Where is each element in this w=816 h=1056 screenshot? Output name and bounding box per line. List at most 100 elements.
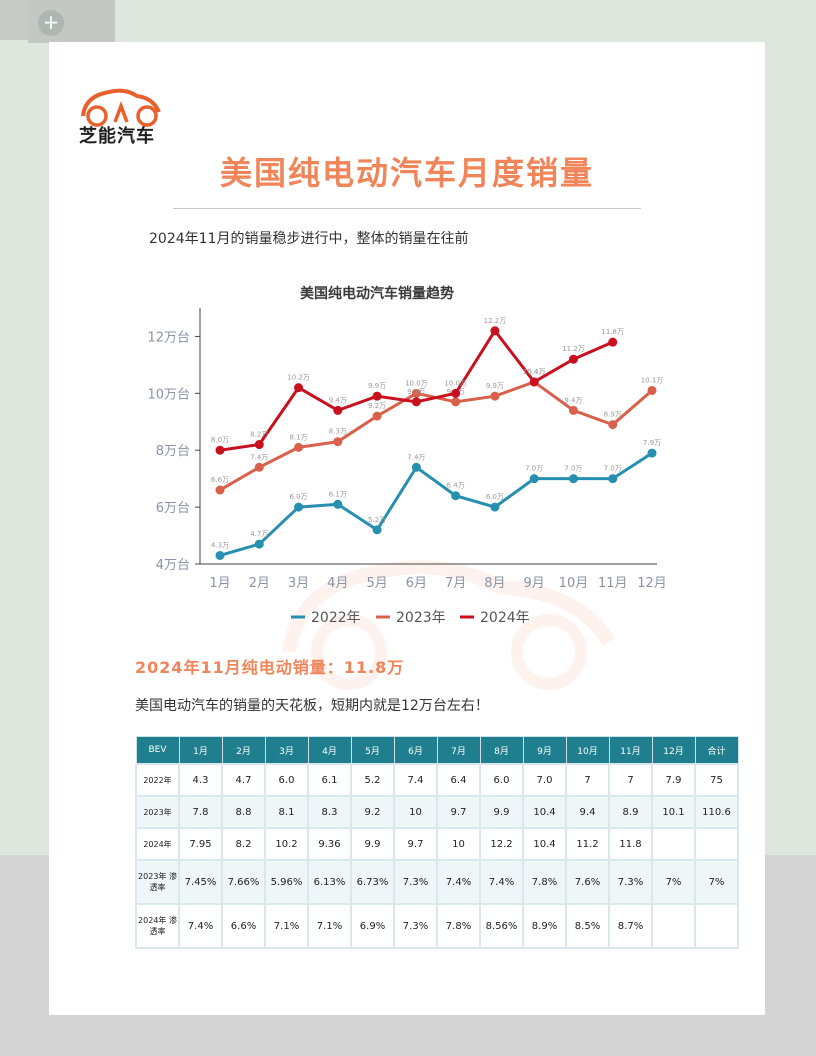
table-cell: 7.95 bbox=[178, 827, 223, 861]
data-label: 8.0万 bbox=[211, 436, 229, 444]
data-point bbox=[411, 397, 421, 407]
x-tick-label: 1月 bbox=[209, 576, 230, 591]
table-header-cell: 5月 bbox=[350, 736, 395, 765]
x-tick-label: 2月 bbox=[249, 576, 270, 591]
table-cell: 7.4% bbox=[436, 859, 481, 905]
data-label: 6.1万 bbox=[329, 490, 347, 498]
x-tick-label: 8月 bbox=[484, 576, 505, 591]
data-point bbox=[451, 388, 461, 398]
table-header-cell: 合计 bbox=[694, 736, 739, 765]
table-header-row: BEV 1月 2月 3月 4月 5月 6月 7月 8月 9月 10月 11月 12月 合计 bbox=[135, 736, 739, 765]
thumbnail-panel[interactable] bbox=[0, 0, 28, 40]
table-row: 2024年 渗透率 7.4% 6.6% 7.1% 7.1% 6.9% 7.3% 7.8% 8.5… bbox=[135, 903, 739, 949]
data-point bbox=[647, 385, 657, 395]
data-point bbox=[294, 383, 304, 393]
table-cell: 9.36 bbox=[307, 827, 352, 861]
sales-table: BEV 1月 2月 3月 4月 5月 6月 7月 8月 9月 10月 11月 12月 合计 2022年 4.… bbox=[135, 736, 739, 949]
data-point bbox=[490, 391, 500, 401]
data-label: 10.0万 bbox=[405, 379, 428, 387]
table-cell: 8.3 bbox=[307, 795, 352, 829]
y-tick-label: 10万台 bbox=[147, 387, 190, 402]
data-label: 8.3万 bbox=[329, 428, 347, 436]
table-cell: 7.4 bbox=[393, 763, 438, 797]
table-cell: 9.7 bbox=[436, 795, 481, 829]
data-label: 5.2万 bbox=[368, 516, 386, 524]
table-cell: 7.3% bbox=[393, 859, 438, 905]
table-cell: 7.3% bbox=[608, 859, 653, 905]
table-header-cell: 6月 bbox=[393, 736, 438, 765]
table-cell: 8.8 bbox=[221, 795, 266, 829]
y-tick-label: 12万台 bbox=[147, 330, 190, 345]
table-cell: 7.4% bbox=[178, 903, 223, 949]
table-cell: 11.8 bbox=[608, 827, 653, 861]
table-cell: 10 bbox=[436, 827, 481, 861]
table-cell: 4.7 bbox=[221, 763, 266, 797]
add-page-thumbnail[interactable]: + bbox=[28, 0, 115, 43]
legend-label: 2022年 bbox=[311, 610, 361, 626]
table-cell bbox=[694, 903, 739, 949]
table-cell: 5.96% bbox=[264, 859, 309, 905]
table-row-label: 2023年 渗透率 bbox=[135, 859, 180, 905]
table-cell: 10.4 bbox=[522, 795, 567, 829]
data-label: 10.1万 bbox=[641, 376, 664, 384]
data-point bbox=[372, 411, 382, 421]
data-label: 7.9万 bbox=[643, 439, 661, 447]
table-cell: 6.4 bbox=[436, 763, 481, 797]
y-tick-label: 4万台 bbox=[156, 558, 190, 573]
table-cell bbox=[651, 903, 696, 949]
table-header-cell: 1月 bbox=[178, 736, 223, 765]
table-cell: 8.2 bbox=[221, 827, 266, 861]
data-point bbox=[529, 377, 539, 387]
data-label: 4.3万 bbox=[211, 541, 229, 549]
x-tick-label: 10月 bbox=[559, 576, 589, 591]
data-label: 6.4万 bbox=[447, 482, 465, 490]
table-cell: 8.1 bbox=[264, 795, 309, 829]
table-row: 2023年 渗透率 7.45% 7.66% 5.96% 6.13% 6.73% 7.3% 7.… bbox=[135, 859, 739, 905]
data-label: 10.2万 bbox=[287, 374, 310, 382]
table-row: 2023年 7.8 8.8 8.1 8.3 9.2 10 9.7 9.9 10.4 9.4 8.9 10… bbox=[135, 795, 739, 829]
table-cell: 7.9 bbox=[651, 763, 696, 797]
table-cell: 10.4 bbox=[522, 827, 567, 861]
x-tick-label: 9月 bbox=[524, 576, 545, 591]
data-point bbox=[254, 462, 264, 472]
table-cell: 110.6 bbox=[694, 795, 739, 829]
table-row-label: 2024年 渗透率 bbox=[135, 903, 180, 949]
table-cell: 7.8 bbox=[178, 795, 223, 829]
data-label: 6.6万 bbox=[211, 476, 229, 484]
data-label: 7.4万 bbox=[407, 453, 425, 461]
data-label: 8.9万 bbox=[604, 411, 622, 419]
data-point bbox=[294, 442, 304, 452]
table-row: 2024年 7.95 8.2 10.2 9.36 9.9 9.7 10 12.2 10.4 11.2… bbox=[135, 827, 739, 861]
table-cell: 7.8% bbox=[522, 859, 567, 905]
table-cell: 8.56% bbox=[479, 903, 524, 949]
data-label: 4.7万 bbox=[250, 530, 268, 538]
table-cell bbox=[651, 827, 696, 861]
table-cell: 8.5% bbox=[565, 903, 610, 949]
table-cell: 12.2 bbox=[479, 827, 524, 861]
data-label: 6.0万 bbox=[486, 493, 504, 501]
y-tick-label: 8万台 bbox=[156, 444, 190, 459]
watermark-logo-icon bbox=[282, 560, 616, 690]
table-cell: 9.7 bbox=[393, 827, 438, 861]
data-point bbox=[372, 391, 382, 401]
data-label: 10.4万 bbox=[523, 368, 546, 376]
x-tick-label: 5月 bbox=[366, 576, 387, 591]
x-tick-label: 6月 bbox=[406, 576, 427, 591]
data-point bbox=[254, 539, 264, 549]
table-cell: 6.9% bbox=[350, 903, 395, 949]
data-label: 10.0万 bbox=[444, 379, 467, 387]
title-divider bbox=[173, 208, 641, 209]
data-label: 9.4万 bbox=[329, 396, 347, 404]
plus-icon[interactable]: + bbox=[38, 10, 64, 36]
data-label: 8.1万 bbox=[289, 433, 307, 441]
data-label: 12.2万 bbox=[484, 317, 507, 325]
table-cell: 7.1% bbox=[264, 903, 309, 949]
table-cell: 6.0 bbox=[264, 763, 309, 797]
data-point bbox=[333, 405, 343, 415]
data-label: 6.0万 bbox=[289, 493, 307, 501]
data-point bbox=[451, 491, 461, 501]
data-point bbox=[529, 474, 539, 484]
x-tick-label: 3月 bbox=[288, 576, 309, 591]
data-point bbox=[490, 326, 500, 336]
data-point bbox=[411, 462, 421, 472]
